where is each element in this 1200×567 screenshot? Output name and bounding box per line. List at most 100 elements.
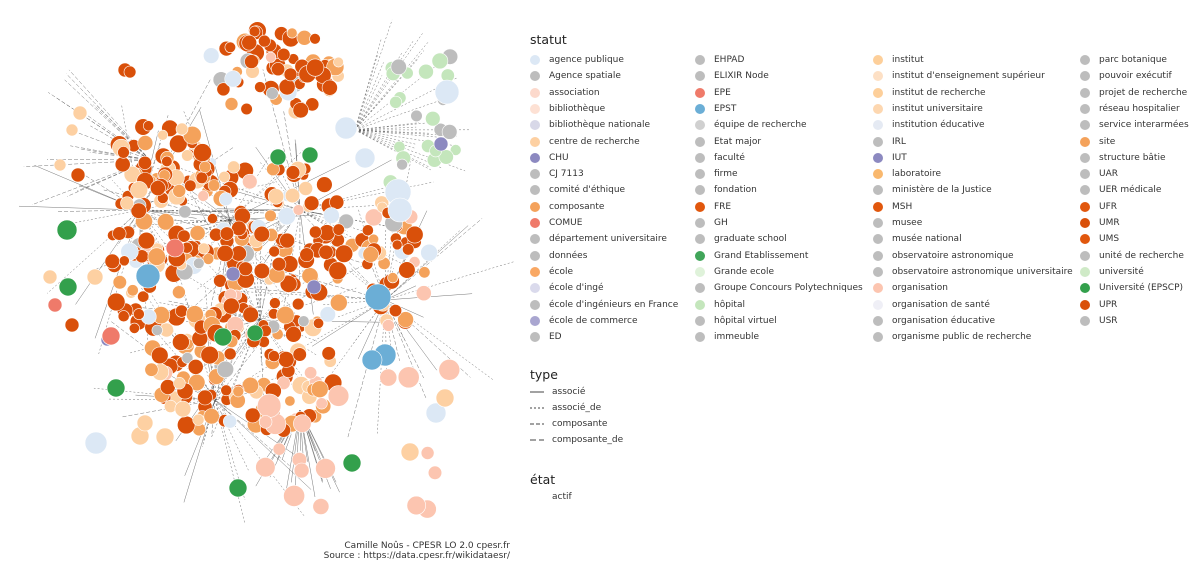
legend-statut-label: immeuble <box>714 332 760 343</box>
graph-node <box>197 242 210 255</box>
graph-node <box>130 202 147 219</box>
legend-statut-label: école <box>549 266 574 277</box>
legend-statut-item: données <box>530 248 587 264</box>
legend-statut-label: site <box>1099 136 1116 147</box>
legend-statut-item: EPE <box>695 85 731 101</box>
legend-statut-label: école d'ingénieurs en France <box>549 299 679 310</box>
legend-statut-item: école d'ingénieurs en France <box>530 297 678 313</box>
graph-node <box>382 319 395 332</box>
graph-node-university <box>228 478 248 498</box>
graph-node-university <box>56 219 78 241</box>
graph-edge <box>259 319 262 365</box>
graph-node-hospital <box>441 124 458 140</box>
legend-statut-item: firme <box>695 166 738 182</box>
legend-swatch <box>695 55 705 65</box>
legend-swatch <box>695 250 705 261</box>
legend-type-label: associé_de <box>552 403 602 413</box>
graph-node <box>151 346 169 365</box>
graph-node <box>254 81 266 93</box>
legend-type-label: associé <box>552 387 586 397</box>
graph-node-epst <box>361 349 383 371</box>
legend-statut-label: FRE <box>714 201 732 212</box>
legend-statut-item: Grand Etablissement <box>695 248 808 264</box>
legend-statut-label: IUT <box>892 152 907 163</box>
graph-node <box>216 244 234 262</box>
graph-edge <box>299 186 389 211</box>
graph-edge <box>354 129 453 139</box>
graph-edge <box>354 52 379 131</box>
graph-node-university <box>301 146 319 164</box>
legend-statut-item: institution éducative <box>873 117 985 133</box>
graph-node <box>184 179 197 192</box>
graph-node-university <box>246 324 264 342</box>
graph-node <box>333 56 344 68</box>
legend-swatch <box>695 87 705 98</box>
legend-swatch <box>1080 169 1090 180</box>
graph-node <box>277 207 296 226</box>
graph-node <box>112 275 127 290</box>
graph-node <box>187 358 204 375</box>
legend-statut-item: organisation de santé <box>873 297 990 313</box>
graph-node-organisation <box>257 393 282 418</box>
graph-node <box>284 395 296 407</box>
legend-statut-item: observatoire astronomique <box>873 248 1014 264</box>
graph-node <box>157 213 175 231</box>
graph-edge <box>384 261 515 301</box>
graph-node <box>321 346 336 361</box>
legend-statut-label: institut de recherche <box>892 87 986 98</box>
legend-statut-label: CHU <box>549 152 569 163</box>
graph-node-hospital <box>389 95 403 109</box>
legend-statut-label: Groupe Concours Polytechniques <box>714 283 863 294</box>
graph-node-hospital <box>390 58 407 76</box>
legend-swatch <box>695 71 705 82</box>
legend-swatch <box>530 299 540 310</box>
graph-edge <box>354 129 459 147</box>
legend-statut-label: EPST <box>714 103 737 114</box>
graph-node-peripheral <box>86 268 104 286</box>
legend-statut-label: fondation <box>714 185 757 196</box>
graph-edge <box>83 112 151 161</box>
graph-node <box>329 293 348 312</box>
graph-edge <box>139 175 163 211</box>
legend-swatch <box>1080 152 1090 163</box>
graph-edge <box>248 252 261 321</box>
graph-node <box>174 400 192 418</box>
legend-swatch <box>530 250 540 261</box>
graph-node-peripheral <box>425 402 447 424</box>
legend-statut-label: MSH <box>892 201 913 212</box>
legend-statut-item: structure bâtie <box>1080 150 1166 166</box>
graph-node <box>388 304 402 318</box>
graph-edge <box>299 209 421 274</box>
legend-statut-item: équipe de recherche <box>695 117 807 133</box>
legend-swatch <box>530 55 540 65</box>
legend-statut-item: IUT <box>873 150 907 166</box>
legend-etat-list: actif <box>530 489 572 505</box>
graph-node-organisation <box>315 458 336 479</box>
legend-swatch <box>873 185 883 196</box>
legend-swatch <box>1080 234 1090 245</box>
graph-node-hospital <box>425 110 441 127</box>
legend-statut-item: agence publique <box>530 52 624 68</box>
graph-node <box>144 362 159 377</box>
graph-node <box>195 171 208 184</box>
legend-swatch <box>530 332 540 343</box>
legend-statut-item: école de commerce <box>530 313 638 329</box>
legend-swatch <box>695 169 705 180</box>
legend-statut-item: organisme public de recherche <box>873 329 1031 345</box>
graph-node <box>265 87 279 100</box>
graph-node-epst <box>135 263 161 289</box>
legend-swatch <box>1080 103 1090 114</box>
legend-statut-label: unité de recherche <box>1099 250 1184 261</box>
graph-node <box>199 161 212 174</box>
legend-statut-label: centre de recherche <box>549 136 640 147</box>
legend-swatch <box>530 315 540 326</box>
graph-node <box>309 33 321 45</box>
graph-node <box>117 146 130 159</box>
legend-statut-label: réseau hospitalier <box>1099 103 1180 114</box>
legend-statut-label: bibliothèque <box>549 103 606 114</box>
legend-type-list: associé associé_de composante composante_de <box>530 384 623 448</box>
graph-edge <box>354 38 382 131</box>
legend-swatch <box>530 136 540 147</box>
graph-node-organisation <box>379 368 398 387</box>
legend-statut-label: observatoire astronomique universitaire <box>892 266 1073 277</box>
